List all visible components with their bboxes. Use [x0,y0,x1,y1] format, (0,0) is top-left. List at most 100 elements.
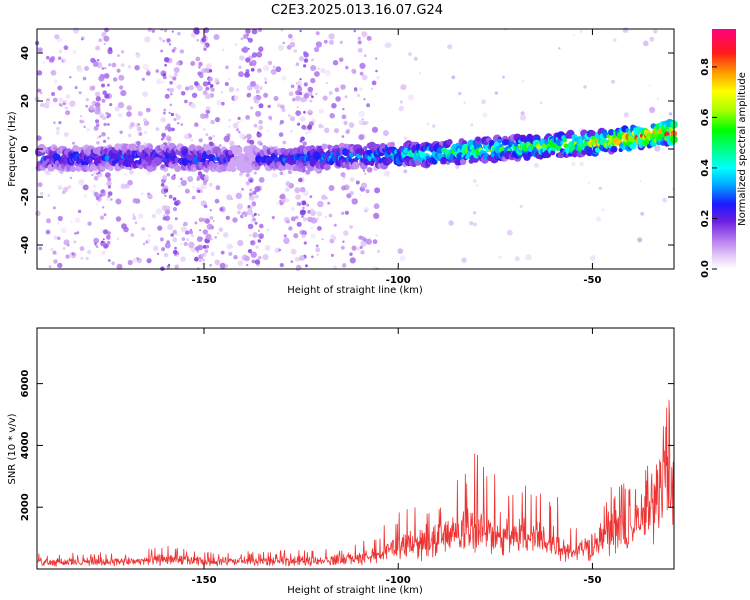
heatmap-noise-cell [54,34,60,40]
heatmap-noise-cell [253,212,257,216]
heatmap-noise-cell [255,245,259,249]
heatmap-noise-cell [200,183,207,190]
heatmap-noise-cell [57,185,63,191]
heatmap-noise-cell [419,71,422,75]
heatmap-noise-cell [116,263,123,270]
heatmap-noise-cell [72,141,75,145]
heatmap-noise-cell [173,118,177,121]
heatmap-noise-cell [364,172,367,175]
y-tick-label: 4000 [20,431,31,459]
heatmap-noise-cell [469,221,474,226]
heatmap-noise-cell [107,123,110,126]
heatmap-noise-cell [101,250,106,255]
heatmap-noise-cell [361,118,364,120]
heatmap-noise-cell [36,70,43,76]
heatmap-noise-cell [155,69,159,73]
heatmap-noise-cell [194,256,199,262]
heatmap-noise-cell [55,253,59,256]
heatmap-noise-cell [168,43,172,46]
heatmap-noise-cell [290,130,293,133]
heatmap-noise-cell [63,106,67,110]
heatmap-noise-cell [344,95,348,99]
heatmap-noise-cell [95,96,102,102]
heatmap-noise-cell [97,59,100,62]
heatmap-noise-cell [223,231,229,238]
heatmap-noise-cell [587,181,590,185]
y-tick-label: -40 [20,236,31,254]
heatmap-ridge-cell [520,136,526,141]
heatmap-noise-cell [257,131,260,134]
heatmap-noise-cell [273,96,279,101]
heatmap-noise-cell [374,187,381,194]
snr-y-ticks: 2000 4000 6000 [20,370,674,521]
y-tick-label: 20 [20,94,31,108]
heatmap-noise-cell [126,105,132,111]
heatmap-noise-cell [290,248,297,255]
heatmap-noise-cell [540,101,543,104]
heatmap-noise-cell [330,234,335,239]
heatmap-noise-cell [157,225,163,231]
heatmap-noise-cell [251,28,258,35]
heatmap-noise-cell [359,87,363,91]
heatmap-noise-cell [80,38,84,41]
heatmap-noise-cell [143,130,148,135]
heatmap-noise-cell [75,217,81,223]
heatmap-noise-cell [311,95,314,99]
heatmap-noise-cell [194,81,199,86]
heatmap-noise-cell [95,123,100,127]
heatmap-noise-cell [250,67,255,72]
heatmap-noise-cell [267,129,269,132]
heatmap-noise-cell [302,141,307,146]
heatmap-noise-cell [138,213,144,219]
heatmap-noise-cell [153,245,159,251]
heatmap-noise-cell [69,176,73,179]
heatmap-noise-cell [107,136,110,140]
heatmap-noise-cell [247,37,253,43]
heatmap-noise-cell [228,118,231,122]
heatmap-noise-cell [482,112,488,118]
heatmap-noise-cell [52,250,57,255]
heatmap-noise-cell [99,215,105,220]
heatmap-noise-cell [514,256,520,262]
spectrogram-y-label: Frequency (Hz) [7,111,18,187]
heatmap-noise-cell [372,239,378,245]
heatmap-noise-cell [86,249,92,255]
heatmap-noise-cell [399,255,406,262]
heatmap-noise-cell [35,210,41,217]
heatmap-noise-cell [164,93,170,99]
heatmap-noise-cell [271,172,277,178]
heatmap-noise-cell [247,205,251,208]
heatmap-noise-cell [115,216,122,222]
heatmap-noise-cell [164,57,170,63]
heatmap-noise-cell [219,262,226,269]
heatmap-noise-cell [206,223,213,230]
heatmap-noise-cell [107,177,112,182]
heatmap-noise-cell [85,97,90,102]
heatmap-noise-cell [359,71,364,76]
heatmap-noise-cell [78,179,85,186]
heatmap-noise-cell [366,103,371,108]
heatmap-noise-cell [72,50,77,54]
heatmap-noise-cell [142,242,146,246]
heatmap-ridge-cell [389,141,395,147]
colorbar-ticks: 0.0 0.2 0.4 0.6 0.8 [700,58,717,278]
heatmap-noise-cell [244,71,250,78]
heatmap-noise-cell [50,247,54,251]
heatmap-noise-cell [120,63,125,67]
heatmap-noise-cell [301,215,304,218]
heatmap-noise-cell [214,117,221,123]
heatmap-noise-cell [170,93,173,96]
heatmap-noise-cell [366,35,372,41]
heatmap-noise-cell [238,65,242,70]
heatmap-noise-cell [198,259,202,263]
heatmap-noise-cell [96,202,99,206]
heatmap-noise-cell [37,182,43,188]
heatmap-noise-cell [307,129,312,134]
heatmap-noise-cell [558,47,561,50]
heatmap-noise-cell [173,72,178,77]
heatmap-noise-cell [294,256,300,262]
heatmap-noise-cell [101,206,105,209]
snr-y-label: SNR (10 * v/v) [7,413,18,484]
heatmap-noise-cell [194,221,198,225]
